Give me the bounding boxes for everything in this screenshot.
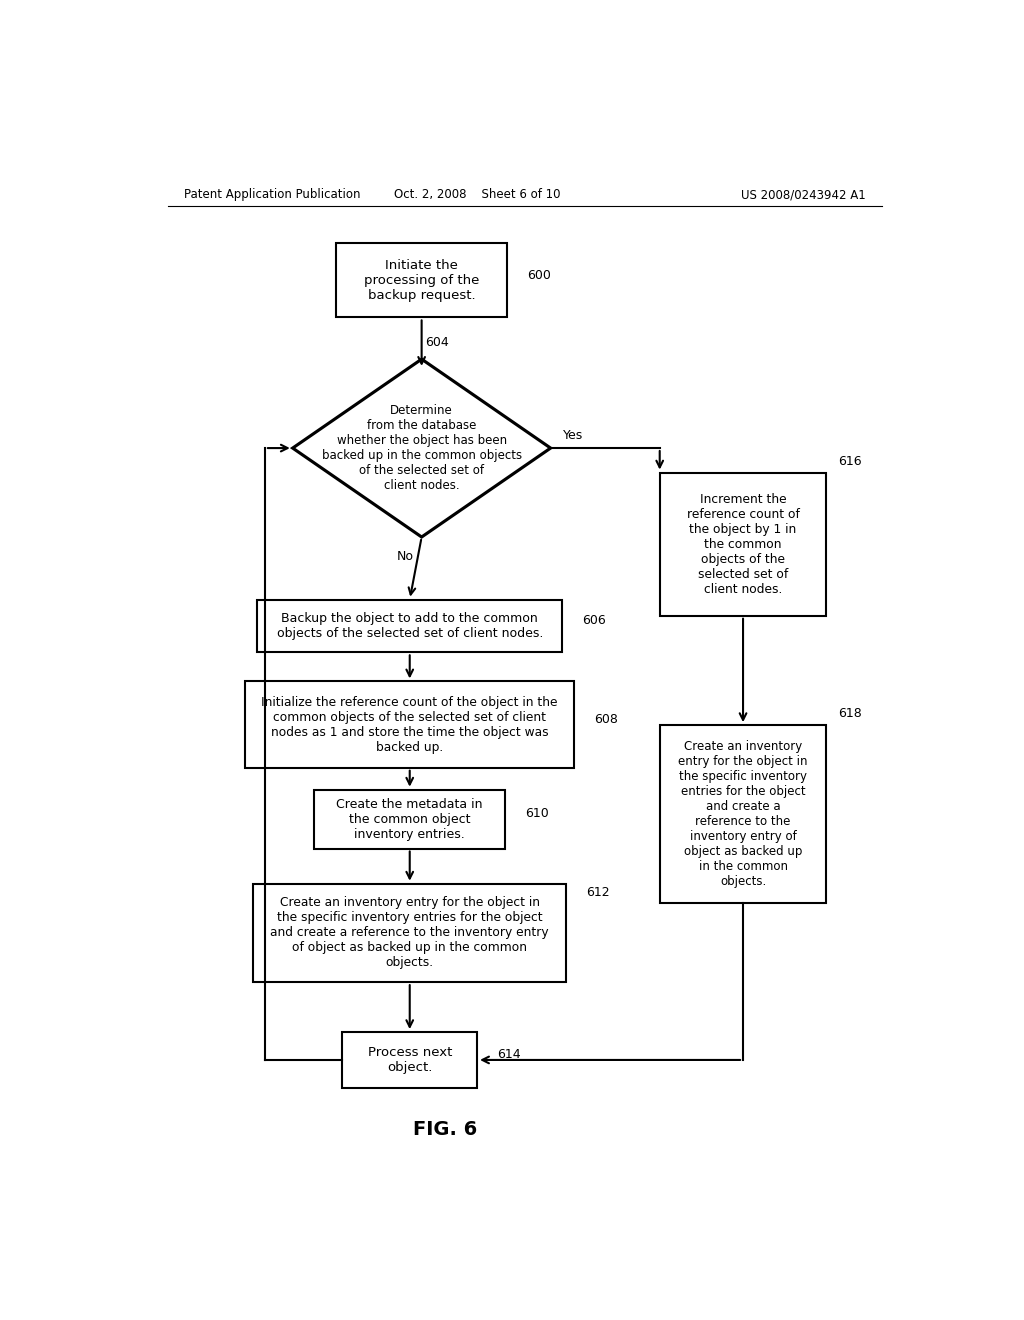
Polygon shape xyxy=(293,359,551,537)
Text: Initialize the reference count of the object in the
common objects of the select: Initialize the reference count of the ob… xyxy=(261,696,558,754)
Text: Create an inventory entry for the object in
the specific inventory entries for t: Create an inventory entry for the object… xyxy=(270,896,549,969)
Text: Increment the
reference count of
the object by 1 in
the common
objects of the
se: Increment the reference count of the obj… xyxy=(687,494,800,597)
Text: Process next
object.: Process next object. xyxy=(368,1045,452,1074)
Text: 614: 614 xyxy=(497,1048,520,1061)
FancyBboxPatch shape xyxy=(314,789,505,849)
Text: Backup the object to add to the common
objects of the selected set of client nod: Backup the object to add to the common o… xyxy=(276,612,543,640)
Text: 610: 610 xyxy=(524,808,549,821)
Text: Create the metadata in
the common object
inventory entries.: Create the metadata in the common object… xyxy=(337,797,483,841)
Text: 606: 606 xyxy=(583,614,606,627)
Text: 616: 616 xyxy=(839,455,862,469)
Text: FIG. 6: FIG. 6 xyxy=(414,1119,477,1139)
Text: Determine
from the database
whether the object has been
backed up in the common : Determine from the database whether the … xyxy=(322,404,521,492)
FancyBboxPatch shape xyxy=(336,243,507,318)
Text: US 2008/0243942 A1: US 2008/0243942 A1 xyxy=(741,189,866,202)
Text: 600: 600 xyxy=(526,269,551,281)
Text: 604: 604 xyxy=(426,337,450,348)
FancyBboxPatch shape xyxy=(659,474,826,615)
Text: 618: 618 xyxy=(839,708,862,719)
FancyBboxPatch shape xyxy=(257,599,562,652)
FancyBboxPatch shape xyxy=(659,725,826,903)
FancyBboxPatch shape xyxy=(245,681,574,768)
Text: Initiate the
processing of the
backup request.: Initiate the processing of the backup re… xyxy=(364,259,479,302)
FancyBboxPatch shape xyxy=(253,883,566,982)
Text: Oct. 2, 2008    Sheet 6 of 10: Oct. 2, 2008 Sheet 6 of 10 xyxy=(394,189,560,202)
Text: 608: 608 xyxy=(594,713,618,726)
FancyBboxPatch shape xyxy=(342,1032,477,1088)
Text: 612: 612 xyxy=(587,886,610,899)
Text: No: No xyxy=(396,550,414,564)
Text: Create an inventory
entry for the object in
the specific inventory
entries for t: Create an inventory entry for the object… xyxy=(678,741,808,888)
Text: Yes: Yes xyxy=(562,429,583,442)
Text: Patent Application Publication: Patent Application Publication xyxy=(183,189,360,202)
